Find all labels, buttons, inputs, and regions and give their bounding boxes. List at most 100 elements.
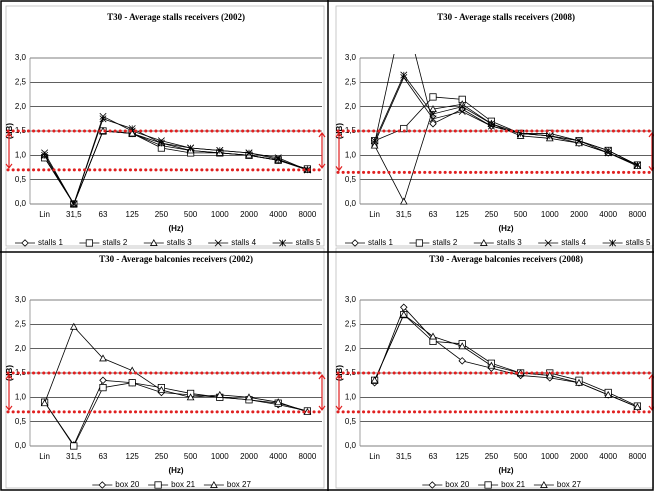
legend-label: stalls 5: [296, 238, 321, 247]
x-tick-label: 125: [456, 452, 470, 461]
marker: [99, 115, 107, 123]
marker: [99, 383, 107, 392]
marker: [400, 303, 408, 312]
x-tick-label: 63: [429, 210, 438, 219]
y-axis-label: (dB): [5, 365, 14, 381]
marker: [99, 376, 107, 385]
marker: [216, 146, 224, 154]
legend-marker: [479, 238, 488, 246]
legend-marker: [149, 238, 158, 246]
range-arrow: [318, 374, 326, 411]
marker: [157, 139, 165, 147]
x-tick-label: 2000: [570, 210, 588, 219]
marker: [69, 322, 78, 330]
legend-label: stalls 3: [167, 238, 192, 247]
range-arrow: [335, 374, 343, 411]
y-tick-label: 0,5: [345, 175, 357, 184]
legend-label: box 21: [171, 480, 196, 489]
series-line: [44, 130, 308, 205]
x-tick-label: 2000: [240, 210, 258, 219]
x-tick-label: 125: [126, 452, 140, 461]
marker: [99, 354, 107, 362]
marker: [458, 342, 467, 350]
x-tick-label: 31,5: [396, 210, 412, 219]
x-axis-label: (Hz): [498, 224, 513, 233]
marker: [429, 110, 437, 118]
x-tick-label: 4000: [599, 210, 617, 219]
legend-label: stalls 5: [626, 238, 651, 247]
y-tick-label: 1,5: [345, 126, 357, 135]
legend-label: stalls 3: [497, 238, 522, 247]
x-tick-label: 31,5: [396, 452, 412, 461]
y-tick-label: 1,5: [345, 368, 357, 377]
marker: [128, 379, 136, 387]
marker: [429, 119, 437, 128]
y-tick-label: 2,0: [345, 344, 357, 353]
range-arrow: [648, 132, 654, 172]
x-tick-label: 250: [155, 452, 169, 461]
x-tick-label: 1000: [211, 210, 229, 219]
chart: T30 - Average balconies receivers (2008)…: [335, 247, 654, 489]
x-tick-label: 250: [155, 210, 169, 219]
x-tick-label: 500: [184, 210, 198, 219]
legend-label: stalls 2: [432, 238, 457, 247]
marker: [41, 151, 49, 159]
y-axis-label: (dB): [335, 365, 344, 381]
y-tick-label: 0,5: [345, 417, 357, 426]
x-tick-label: 2000: [240, 452, 258, 461]
y-tick-label: 2,0: [15, 344, 27, 353]
x-tick-label: 250: [485, 210, 499, 219]
marker: [604, 390, 613, 398]
range-arrow: [5, 132, 13, 169]
legend-marker: [214, 239, 222, 247]
chart-title: T30 - Average stalls receivers (2002): [107, 12, 245, 22]
legend-marker: [351, 239, 359, 247]
range-arrow: [318, 132, 326, 169]
y-tick-label: 2,0: [15, 102, 27, 111]
x-tick-label: 4000: [269, 210, 287, 219]
x-tick-label: 31,5: [66, 210, 82, 219]
x-tick-label: 125: [456, 210, 470, 219]
y-tick-label: 2,0: [345, 102, 357, 111]
x-tick-label: 63: [99, 452, 108, 461]
y-tick-label: 3,0: [15, 53, 27, 62]
y-tick-label: 0,0: [345, 199, 357, 208]
legend-marker: [210, 480, 218, 488]
y-tick-label: 2,5: [15, 319, 27, 328]
x-tick-label: 8000: [629, 452, 647, 461]
marker: [186, 393, 195, 401]
marker: [399, 197, 408, 205]
marker: [245, 393, 253, 401]
marker: [40, 399, 49, 407]
y-tick-label: 2,5: [345, 77, 357, 86]
y-tick-label: 1,5: [15, 126, 27, 135]
marker: [429, 115, 437, 123]
chart-title: T30 - Average balconies receivers (2002): [99, 254, 253, 264]
x-tick-label: 8000: [299, 452, 317, 461]
legend-marker: [609, 239, 617, 247]
x-tick-label: 4000: [269, 452, 287, 461]
x-tick-label: Lin: [369, 210, 380, 219]
y-axis-label: (dB): [5, 123, 14, 139]
x-axis-label: (Hz): [168, 466, 183, 475]
legend-marker: [154, 481, 162, 489]
marker: [157, 386, 166, 393]
x-tick-label: Lin: [39, 452, 50, 461]
chart-frame: [5, 5, 325, 247]
x-tick-label: 4000: [599, 452, 617, 461]
legend-label: box 27: [227, 480, 252, 489]
chart-frame: [5, 247, 325, 489]
legend-marker: [279, 239, 287, 247]
chart-frame: [335, 5, 654, 247]
chart-frame: [335, 247, 654, 489]
series-line: [44, 326, 308, 413]
marker: [633, 161, 641, 169]
x-tick-label: Lin: [39, 210, 50, 219]
y-tick-label: 3,0: [345, 53, 357, 62]
x-tick-label: 500: [514, 210, 528, 219]
x-tick-label: 250: [485, 452, 499, 461]
legend-marker: [544, 239, 552, 247]
